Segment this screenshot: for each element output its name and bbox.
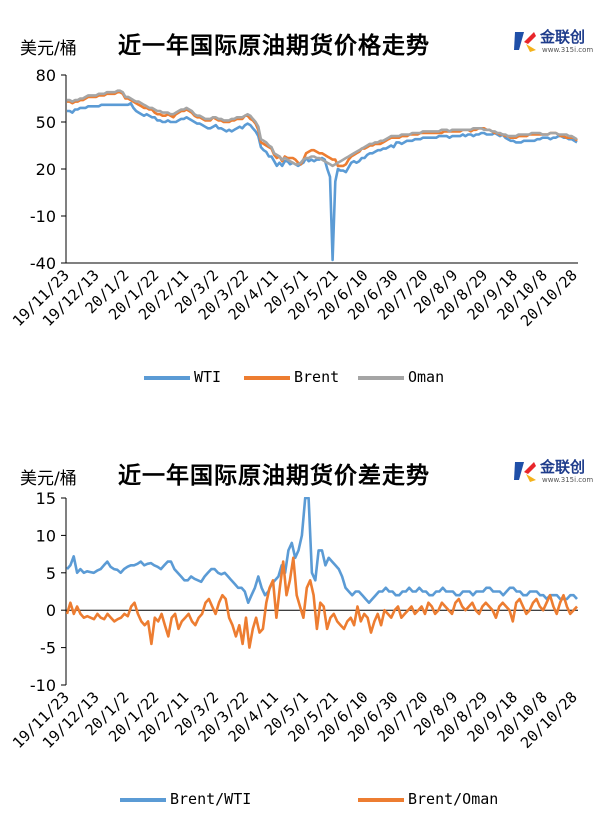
logo-url-text: www.315i.com bbox=[542, 476, 594, 484]
logo-url-text: www.315i.com bbox=[542, 46, 594, 54]
logo-brand-text: 金联创 bbox=[540, 28, 586, 46]
legend-item-brent-oman: Brent/Oman bbox=[358, 790, 498, 808]
logo-brand-text: 金联创 bbox=[540, 458, 586, 476]
y-tick-label: 5 bbox=[46, 564, 56, 583]
price-chart-plot: 805020-10-4019/11/2319/12/1320/1/220/1/2… bbox=[9, 66, 581, 330]
y-tick-label: 10 bbox=[36, 526, 56, 545]
y-tick-label: 50 bbox=[36, 113, 56, 132]
price-chart-panel: 美元/桶 近一年国际原油期货价格走势 金联创 www.315i.com 80 50… bbox=[0, 0, 608, 400]
spread-chart-plot: 151050-5-1019/11/2319/12/1320/1/220/1/22… bbox=[9, 489, 581, 752]
series-line-wti bbox=[67, 101, 578, 262]
y-tick-label: 0 bbox=[46, 601, 56, 620]
legend-label: Brent/Oman bbox=[408, 790, 499, 808]
legend-label: Brent bbox=[294, 368, 340, 386]
price-chart-title: 近一年国际原油期货价格走势 bbox=[118, 33, 430, 59]
legend-item-wti: WTI bbox=[144, 368, 221, 386]
y-tick-label: 20 bbox=[36, 160, 56, 179]
series-line-oman bbox=[67, 89, 578, 168]
brand-logo-2: 金联创 www.315i.com bbox=[512, 454, 594, 490]
y-tick-label: -5 bbox=[40, 639, 56, 658]
y-tick-label: -10 bbox=[30, 207, 56, 226]
y-tick-label: -40 bbox=[30, 254, 56, 273]
price-chart-unit-label: 美元/桶 bbox=[20, 39, 77, 59]
y-tick-label: 80 bbox=[36, 66, 56, 85]
jinlianchuang-logo-icon bbox=[514, 32, 536, 52]
spread-chart-unit-label: 美元/桶 bbox=[20, 469, 77, 489]
legend-swatch bbox=[244, 375, 290, 380]
y-tick-label: 15 bbox=[36, 489, 56, 508]
legend-swatch bbox=[358, 375, 404, 380]
series-line-brent-wti bbox=[66, 497, 578, 604]
spread-chart-title: 近一年国际原油期货价差走势 bbox=[118, 463, 430, 489]
legend-swatch bbox=[144, 375, 190, 380]
legend-swatch bbox=[358, 797, 404, 802]
y-tick-label: -10 bbox=[30, 676, 56, 695]
legend-label: Brent/WTI bbox=[170, 790, 252, 808]
legend-swatch bbox=[120, 797, 166, 802]
legend-item-brent-wti: Brent/WTI bbox=[120, 790, 251, 808]
brand-logo: 金联创 www.315i.com bbox=[512, 24, 594, 60]
legend-item-oman: Oman bbox=[358, 368, 444, 386]
jinlianchuang-logo-icon bbox=[514, 462, 536, 482]
series-line-brent-oman bbox=[66, 556, 578, 649]
legend-label: WTI bbox=[194, 368, 222, 386]
spread-chart-panel: 美元/桶 近一年国际原油期货价差走势 金联创 www.315i.com 15 10… bbox=[0, 430, 608, 828]
legend-item-brent: Brent bbox=[244, 368, 339, 386]
legend-label: Oman bbox=[408, 368, 445, 386]
